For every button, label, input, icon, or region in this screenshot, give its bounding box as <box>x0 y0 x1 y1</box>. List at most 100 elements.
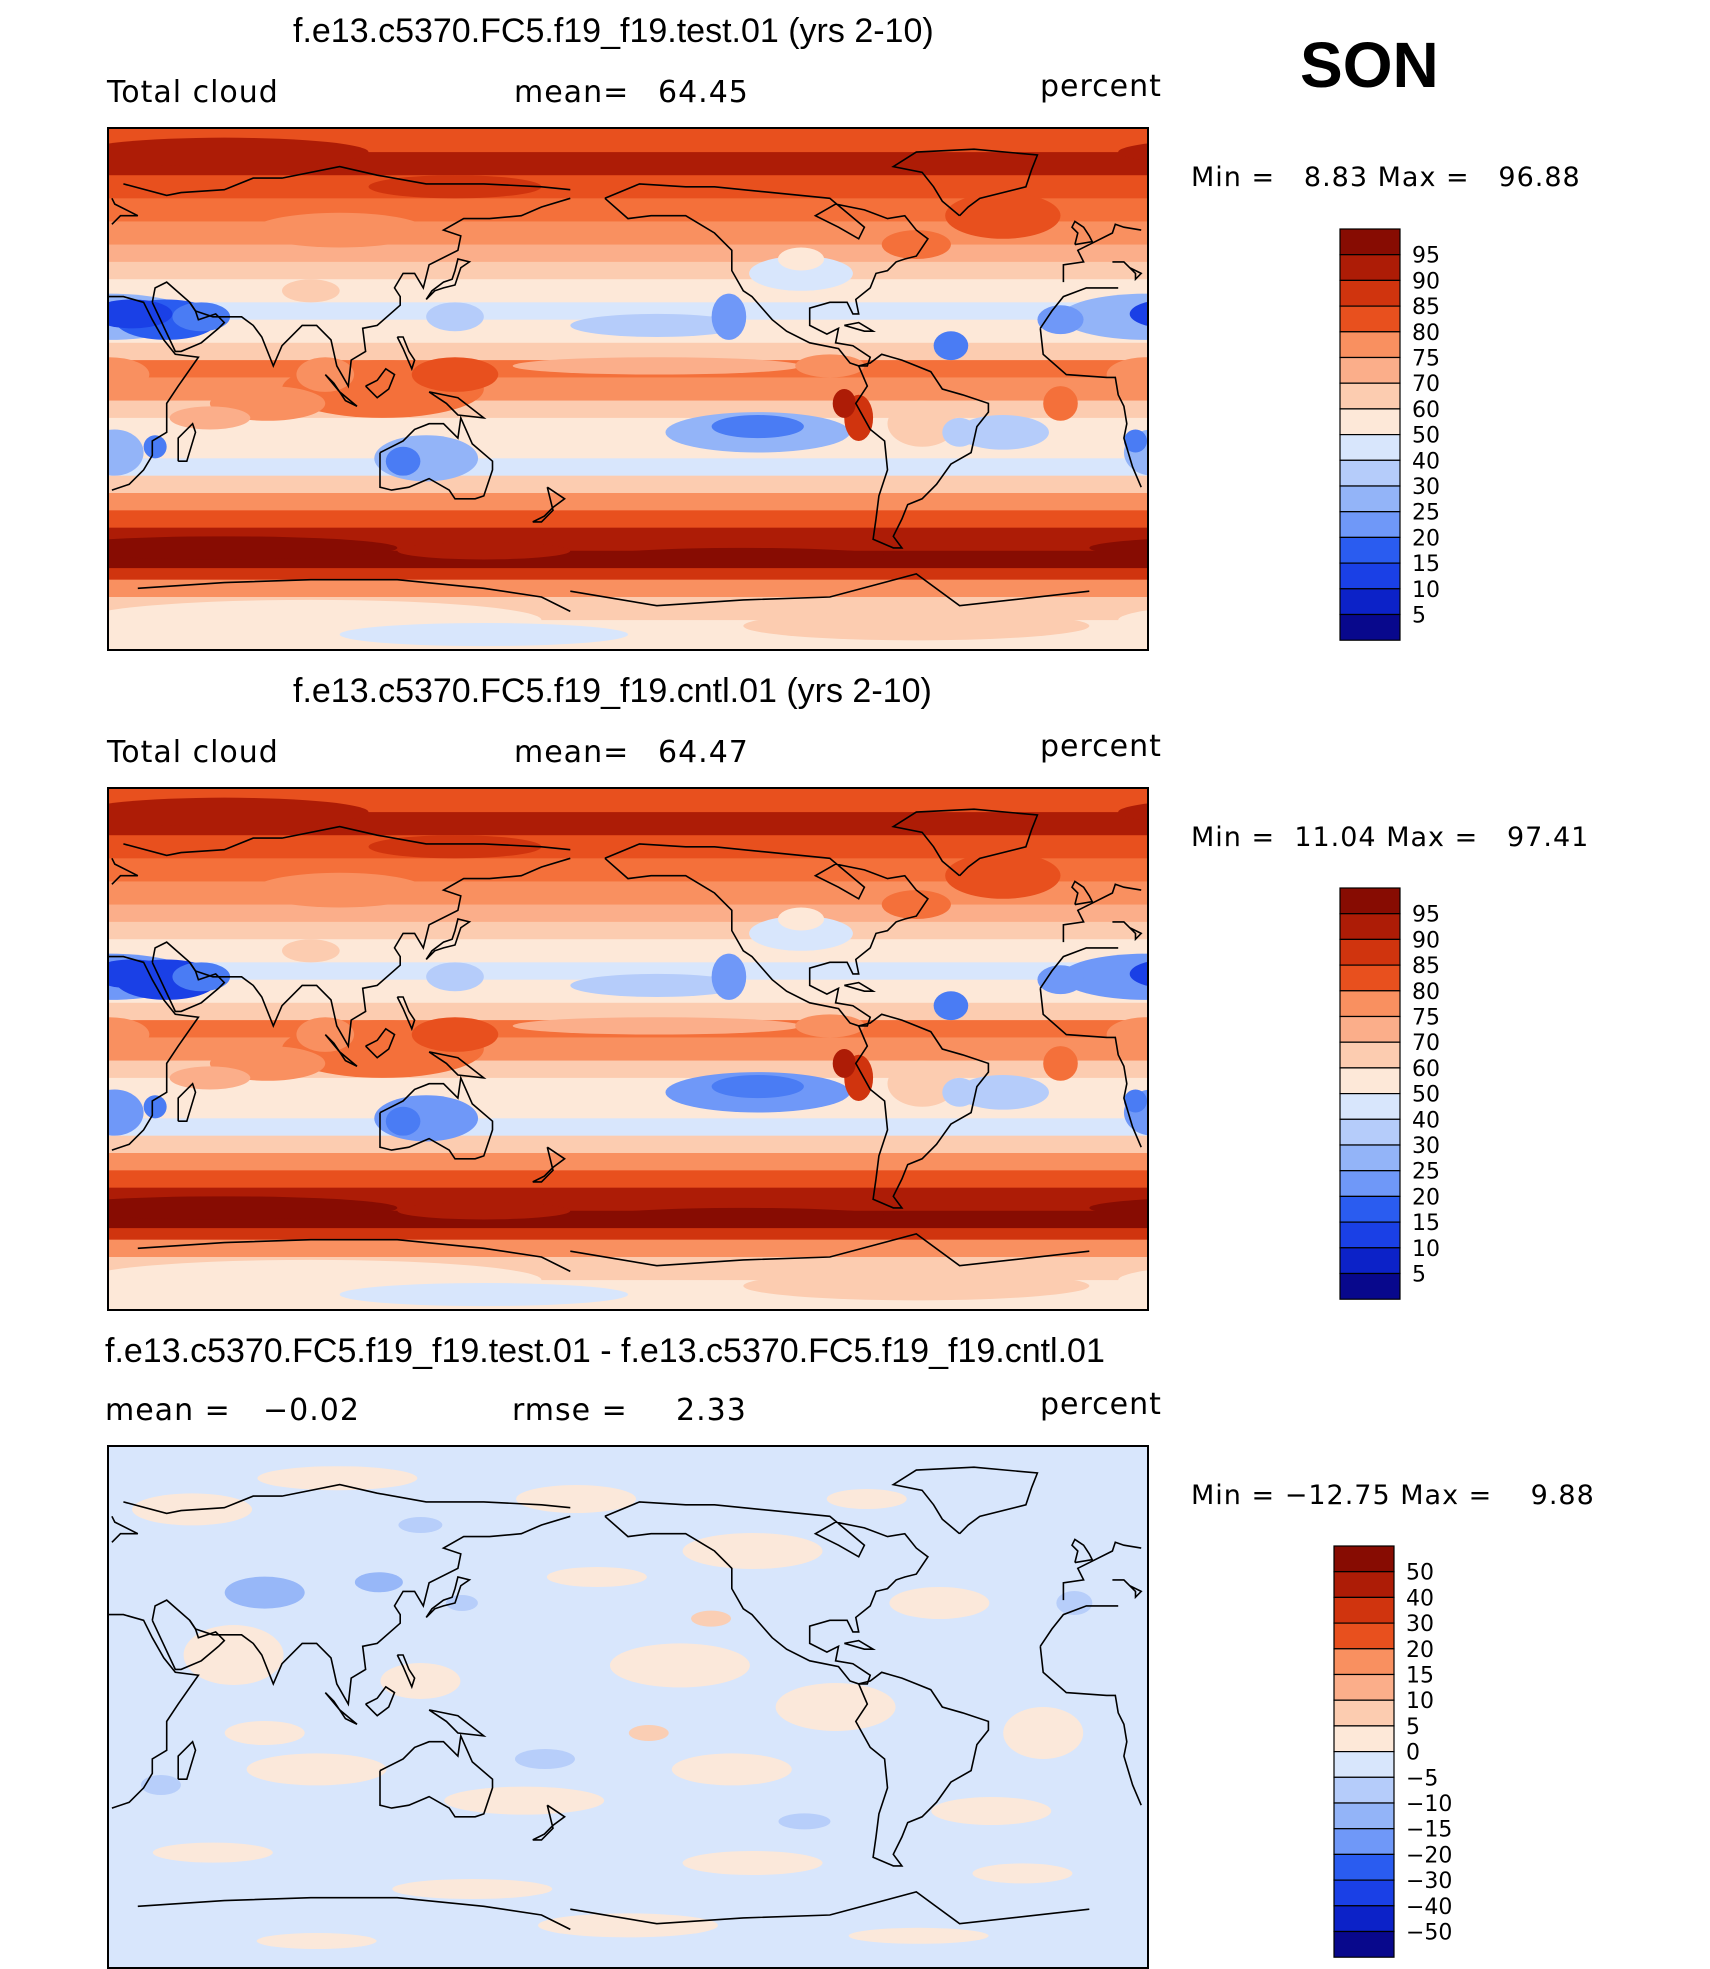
colorbar-box <box>1339 331 1401 359</box>
field-patch <box>945 192 1061 239</box>
colorbar-level-label: 75 <box>1412 1006 1440 1031</box>
colorbar-box <box>1339 1195 1401 1223</box>
field-patch <box>749 916 853 951</box>
panel1-mean-label: mean= <box>514 75 630 110</box>
colorbar-box <box>1333 1751 1395 1778</box>
colorbar-box <box>1333 1571 1395 1599</box>
field-patch <box>109 536 398 560</box>
colorbar-box <box>1339 228 1401 256</box>
colorbar-level-label: 5 <box>1412 1263 1426 1288</box>
field-patch <box>671 1753 792 1786</box>
colorbar-level-label: 30 <box>1406 1612 1434 1637</box>
coastline <box>604 183 929 367</box>
colorbar-box <box>1339 964 1401 992</box>
coastline <box>109 1613 200 1809</box>
colorbar-box <box>1333 1648 1395 1676</box>
field-patch <box>609 1643 750 1688</box>
panel1-title: f.e13.c5370.FC5.f19_f19.test.01 (yrs 2-1… <box>293 12 934 50</box>
coastline <box>396 336 416 372</box>
colorbar-box <box>1333 1545 1395 1573</box>
coastline <box>428 1051 487 1080</box>
coastline <box>365 1027 396 1059</box>
field-patch <box>445 1595 478 1611</box>
coastline <box>891 808 1039 877</box>
field-patch <box>570 973 744 997</box>
colorbar-level-label: 0 <box>1406 1741 1420 1766</box>
field-patch <box>1089 539 1147 557</box>
field-patch <box>942 1077 977 1107</box>
field-patch <box>682 1851 823 1875</box>
field-patch <box>711 293 747 340</box>
field-patch <box>411 1017 499 1052</box>
field-patch <box>546 1567 647 1587</box>
coastline <box>854 1671 990 1867</box>
panel2-mean-value: 64.47 <box>658 735 749 770</box>
field-band <box>109 1077 1147 1097</box>
field-patch <box>1037 305 1084 335</box>
coastline <box>854 1013 990 1209</box>
colorbar-level-label: 25 <box>1412 501 1440 526</box>
field-patch <box>942 417 977 447</box>
field-patch <box>832 389 856 418</box>
colorbar-box <box>1333 1596 1395 1624</box>
coastline <box>532 486 566 523</box>
field-band <box>109 1135 1147 1154</box>
coastline <box>324 1692 358 1726</box>
field-patch <box>887 1060 957 1107</box>
field-patch <box>777 247 825 271</box>
field-band <box>109 835 1147 860</box>
coastline <box>111 197 139 225</box>
field-band <box>109 1239 1147 1258</box>
colorbar-level-label: 50 <box>1412 424 1440 449</box>
coastline <box>379 415 494 500</box>
panel3-rmse-label: rmse = <box>512 1393 628 1428</box>
coastline <box>365 367 396 399</box>
colorbar-level-label: 90 <box>1412 269 1440 294</box>
colorbar-box <box>1339 254 1401 282</box>
field-patch <box>778 1813 831 1830</box>
field-patch <box>945 852 1061 899</box>
field-patch <box>1118 1270 1147 1290</box>
field-patch <box>392 1879 553 1899</box>
colorbar-box <box>1339 990 1401 1018</box>
coastline <box>854 353 990 549</box>
season-label: SON <box>1300 29 1439 101</box>
panel2-map <box>107 787 1149 1311</box>
colorbar-box <box>1333 1905 1395 1933</box>
colorbar-box <box>1339 1067 1401 1095</box>
field-patch <box>1060 953 1147 1000</box>
colorbar-level-label: 40 <box>1406 1586 1434 1611</box>
colorbar-level-label: 30 <box>1412 1134 1440 1159</box>
colorbar-box <box>1333 1622 1395 1650</box>
coastline <box>1112 921 1143 942</box>
coastline <box>1039 947 1119 989</box>
field-patch <box>172 962 231 992</box>
panel3-colorbar: 50 40 30 20 15 10 5 0 −5 −10 −15 −20 −30 −40 −50 <box>1333 1545 1494 1961</box>
colorbar-level-label: −5 <box>1406 1766 1438 1791</box>
colorbar-box <box>1333 1776 1395 1804</box>
colorbar-box <box>1339 887 1401 915</box>
field-patch <box>246 1753 387 1786</box>
coastline <box>111 1515 139 1543</box>
coastline <box>396 1654 416 1690</box>
field-band <box>109 1170 1147 1189</box>
field-patch <box>143 1095 167 1119</box>
field-patch <box>599 547 888 566</box>
field-patch <box>516 1485 637 1513</box>
field-patch <box>512 1017 801 1035</box>
coastline <box>1062 883 1142 943</box>
colorbar-level-label: 70 <box>1412 372 1440 397</box>
colorbar-box <box>1339 1015 1401 1043</box>
colorbar-level-label: 15 <box>1406 1664 1434 1689</box>
panel1-variable-label: Total cloud <box>107 75 279 110</box>
colorbar-level-label: −15 <box>1406 1818 1452 1843</box>
field-band <box>109 579 1147 598</box>
colorbar-box <box>1333 1673 1395 1701</box>
field-patch <box>881 890 951 919</box>
colorbar-box <box>1339 511 1401 539</box>
panel1-colorbar: 95 90 85 80 75 70 60 50 40 30 25 20 15 10 5 <box>1339 228 1500 644</box>
coastline <box>425 1576 472 1618</box>
field-patch <box>282 279 340 303</box>
coastline <box>604 1501 929 1685</box>
field-patch <box>1118 143 1147 161</box>
